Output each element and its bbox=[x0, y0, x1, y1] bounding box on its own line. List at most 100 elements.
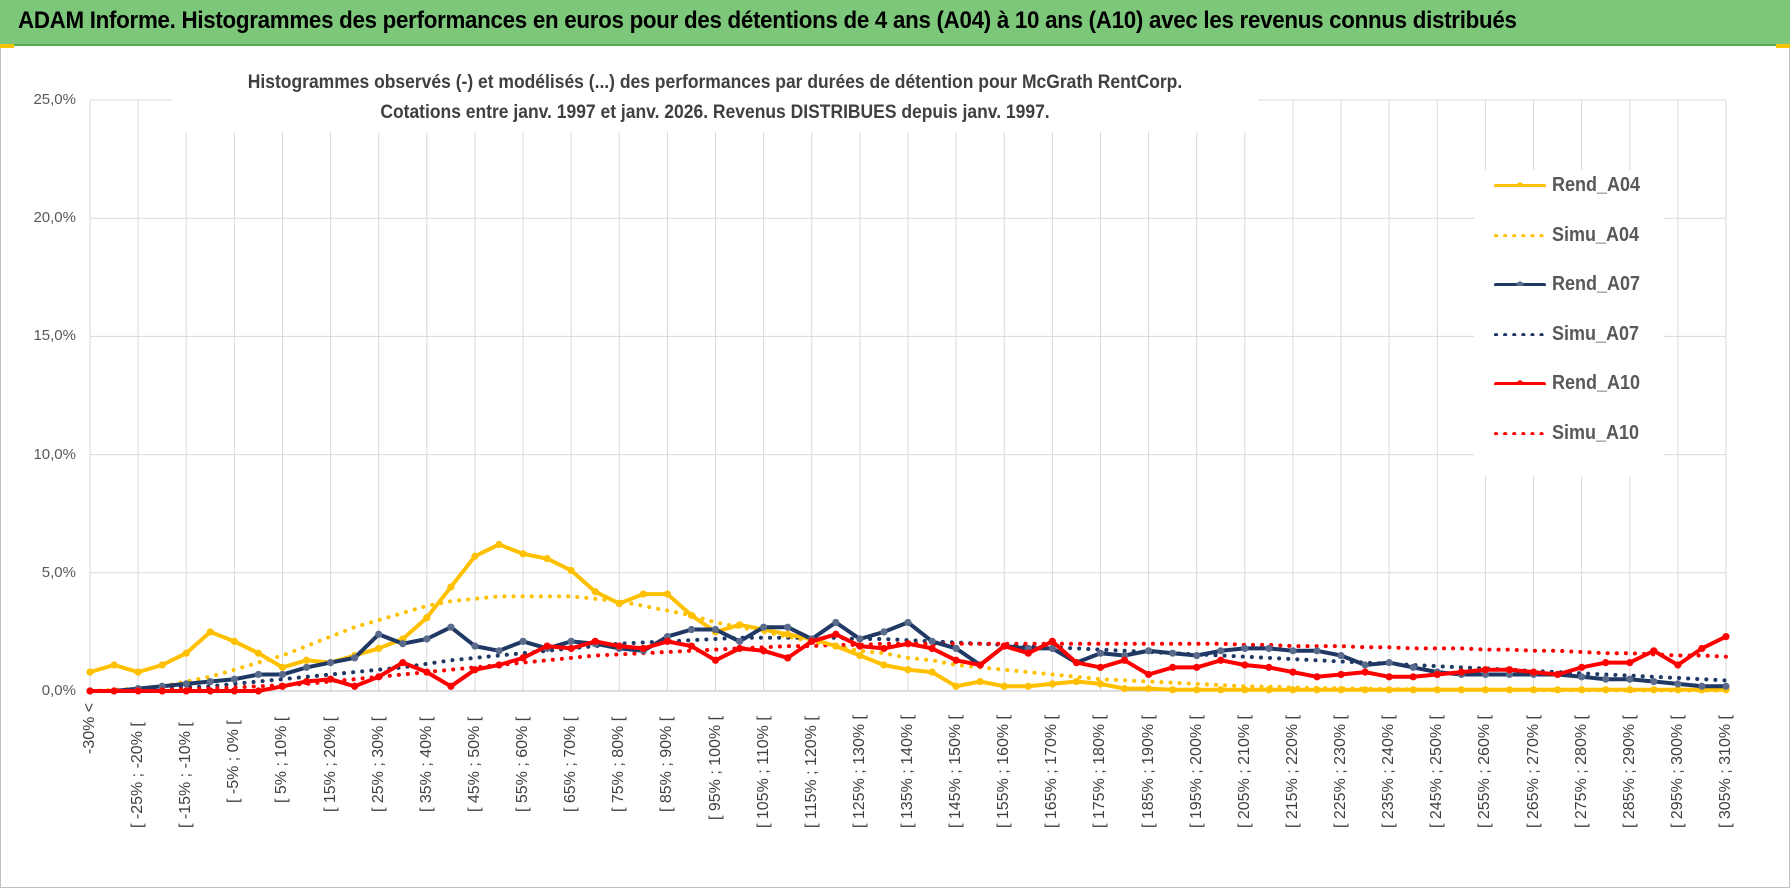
data-point-rend-a04 bbox=[1409, 686, 1417, 694]
data-point-rend-a04 bbox=[639, 590, 647, 598]
data-point-rend-a04 bbox=[254, 649, 263, 657]
chart-title-box: Histogrammes observés (-) et modélisés (… bbox=[172, 68, 1258, 132]
y-tick-label: 0,0% bbox=[41, 682, 76, 699]
data-point-rend-a04 bbox=[784, 630, 792, 638]
data-point-rend-a04 bbox=[1217, 686, 1225, 694]
data-point-rend-a07 bbox=[1265, 644, 1273, 653]
data-point-rend-a10 bbox=[278, 682, 287, 690]
data-point-rend-a10 bbox=[1457, 668, 1465, 676]
y-tick-label: 15,0% bbox=[33, 327, 76, 345]
data-point-rend-a04 bbox=[1481, 686, 1490, 694]
data-point-rend-a10 bbox=[134, 687, 142, 695]
data-point-rend-a07 bbox=[1048, 644, 1056, 653]
legend-swatch bbox=[1494, 380, 1546, 385]
data-point-rend-a10 bbox=[1048, 637, 1056, 645]
data-point-rend-a10 bbox=[1578, 663, 1586, 671]
corner-mark-left bbox=[0, 44, 14, 48]
legend-item-rend-a07: Rend_A07 bbox=[1494, 269, 1664, 299]
data-point-rend-a07 bbox=[471, 642, 479, 650]
y-tick-label: 5,0% bbox=[41, 563, 76, 581]
data-point-rend-a10 bbox=[1385, 673, 1393, 681]
data-point-rend-a04 bbox=[567, 566, 575, 575]
data-point-rend-a07 bbox=[278, 670, 287, 679]
data-point-rend-a10 bbox=[928, 644, 936, 653]
data-point-rend-a07 bbox=[904, 618, 912, 627]
data-point-rend-a07 bbox=[1193, 651, 1201, 660]
data-point-rend-a04 bbox=[1313, 686, 1321, 694]
data-point-rend-a04 bbox=[1626, 686, 1634, 694]
chart-title: Histogrammes observés (-) et modélisés (… bbox=[247, 72, 1183, 93]
data-point-rend-a10 bbox=[567, 644, 575, 653]
data-point-rend-a04 bbox=[1674, 686, 1682, 694]
data-point-rend-a07 bbox=[375, 630, 383, 638]
data-point-rend-a07 bbox=[711, 625, 720, 634]
legend-item-simu-a04: Simu_A04 bbox=[1494, 220, 1664, 250]
data-point-rend-a04 bbox=[447, 583, 455, 591]
data-point-rend-a10 bbox=[1096, 663, 1105, 671]
data-point-rend-a07 bbox=[1337, 651, 1345, 660]
data-point-rend-a04 bbox=[663, 590, 672, 598]
data-point-rend-a04 bbox=[182, 649, 190, 657]
data-point-rend-a07 bbox=[687, 625, 696, 634]
x-tick-label: [ 45% ; 50% [ bbox=[465, 716, 483, 812]
data-point-rend-a10 bbox=[86, 687, 94, 695]
data-point-rend-a10 bbox=[206, 687, 214, 695]
data-point-rend-a07 bbox=[735, 637, 744, 645]
data-point-rend-a10 bbox=[1313, 673, 1321, 681]
data-point-rend-a04 bbox=[1120, 685, 1129, 693]
data-point-rend-a07 bbox=[1674, 680, 1682, 688]
x-tick-label: [ -5% ; 0% [ bbox=[225, 720, 243, 804]
data-point-rend-a10 bbox=[735, 644, 744, 653]
data-point-rend-a10 bbox=[1289, 668, 1297, 676]
data-point-rend-a04 bbox=[591, 588, 599, 596]
data-point-rend-a10 bbox=[1529, 668, 1538, 676]
data-point-rend-a10 bbox=[471, 666, 479, 674]
data-point-rend-a10 bbox=[808, 637, 816, 645]
data-point-rend-a04 bbox=[543, 555, 551, 563]
data-point-rend-a10 bbox=[158, 687, 166, 695]
legend-item-simu-a10: Simu_A10 bbox=[1494, 418, 1664, 448]
data-point-rend-a10 bbox=[1241, 661, 1249, 669]
data-point-rend-a07 bbox=[1361, 661, 1369, 669]
data-point-rend-a10 bbox=[1000, 642, 1008, 650]
data-point-rend-a10 bbox=[639, 644, 647, 653]
data-point-rend-a04 bbox=[278, 663, 287, 671]
x-tick-label: [ -25% ; -20% [ bbox=[129, 722, 147, 828]
data-point-rend-a10 bbox=[615, 642, 623, 650]
legend-label: Rend_A10 bbox=[1552, 372, 1641, 394]
data-point-rend-a04 bbox=[158, 661, 166, 669]
data-point-rend-a04 bbox=[1578, 686, 1586, 694]
data-point-rend-a07 bbox=[1578, 673, 1586, 681]
data-point-rend-a07 bbox=[254, 670, 263, 679]
x-tick-label: [ 185% ; 190% [ bbox=[1139, 715, 1157, 828]
x-tick-label: [ 305% ; 310% [ bbox=[1717, 715, 1734, 828]
data-point-rend-a07 bbox=[1602, 675, 1610, 683]
y-tick-label: 10,0% bbox=[33, 445, 76, 463]
data-point-rend-a10 bbox=[1409, 673, 1417, 681]
data-point-rend-a10 bbox=[1722, 633, 1730, 641]
data-point-rend-a10 bbox=[1650, 647, 1658, 655]
data-point-rend-a04 bbox=[1193, 686, 1201, 694]
data-point-rend-a10 bbox=[591, 637, 599, 645]
data-point-rend-a10 bbox=[1072, 659, 1081, 667]
legend-marker bbox=[1516, 281, 1524, 286]
data-point-rend-a10 bbox=[663, 637, 672, 645]
x-tick-label: [ 75% ; 80% [ bbox=[610, 716, 628, 812]
data-point-rend-a10 bbox=[254, 687, 263, 695]
data-point-rend-a10 bbox=[711, 656, 720, 664]
data-point-rend-a07 bbox=[1313, 647, 1321, 655]
data-point-rend-a07 bbox=[495, 647, 503, 655]
data-point-rend-a07 bbox=[1217, 647, 1225, 655]
data-point-rend-a04 bbox=[519, 550, 527, 558]
x-tick-label: [ 215% ; 220% [ bbox=[1283, 715, 1301, 828]
data-point-rend-a04 bbox=[952, 682, 960, 690]
data-point-rend-a04 bbox=[976, 677, 984, 686]
data-point-rend-a04 bbox=[495, 540, 503, 549]
data-point-rend-a04 bbox=[134, 668, 142, 676]
data-point-rend-a10 bbox=[110, 687, 118, 695]
data-point-rend-a10 bbox=[543, 642, 551, 650]
data-point-rend-a04 bbox=[1361, 686, 1369, 694]
chart-area: Histogrammes observés (-) et modélisés (… bbox=[0, 50, 1790, 888]
data-point-rend-a10 bbox=[1553, 670, 1562, 679]
data-point-rend-a04 bbox=[1433, 686, 1441, 694]
